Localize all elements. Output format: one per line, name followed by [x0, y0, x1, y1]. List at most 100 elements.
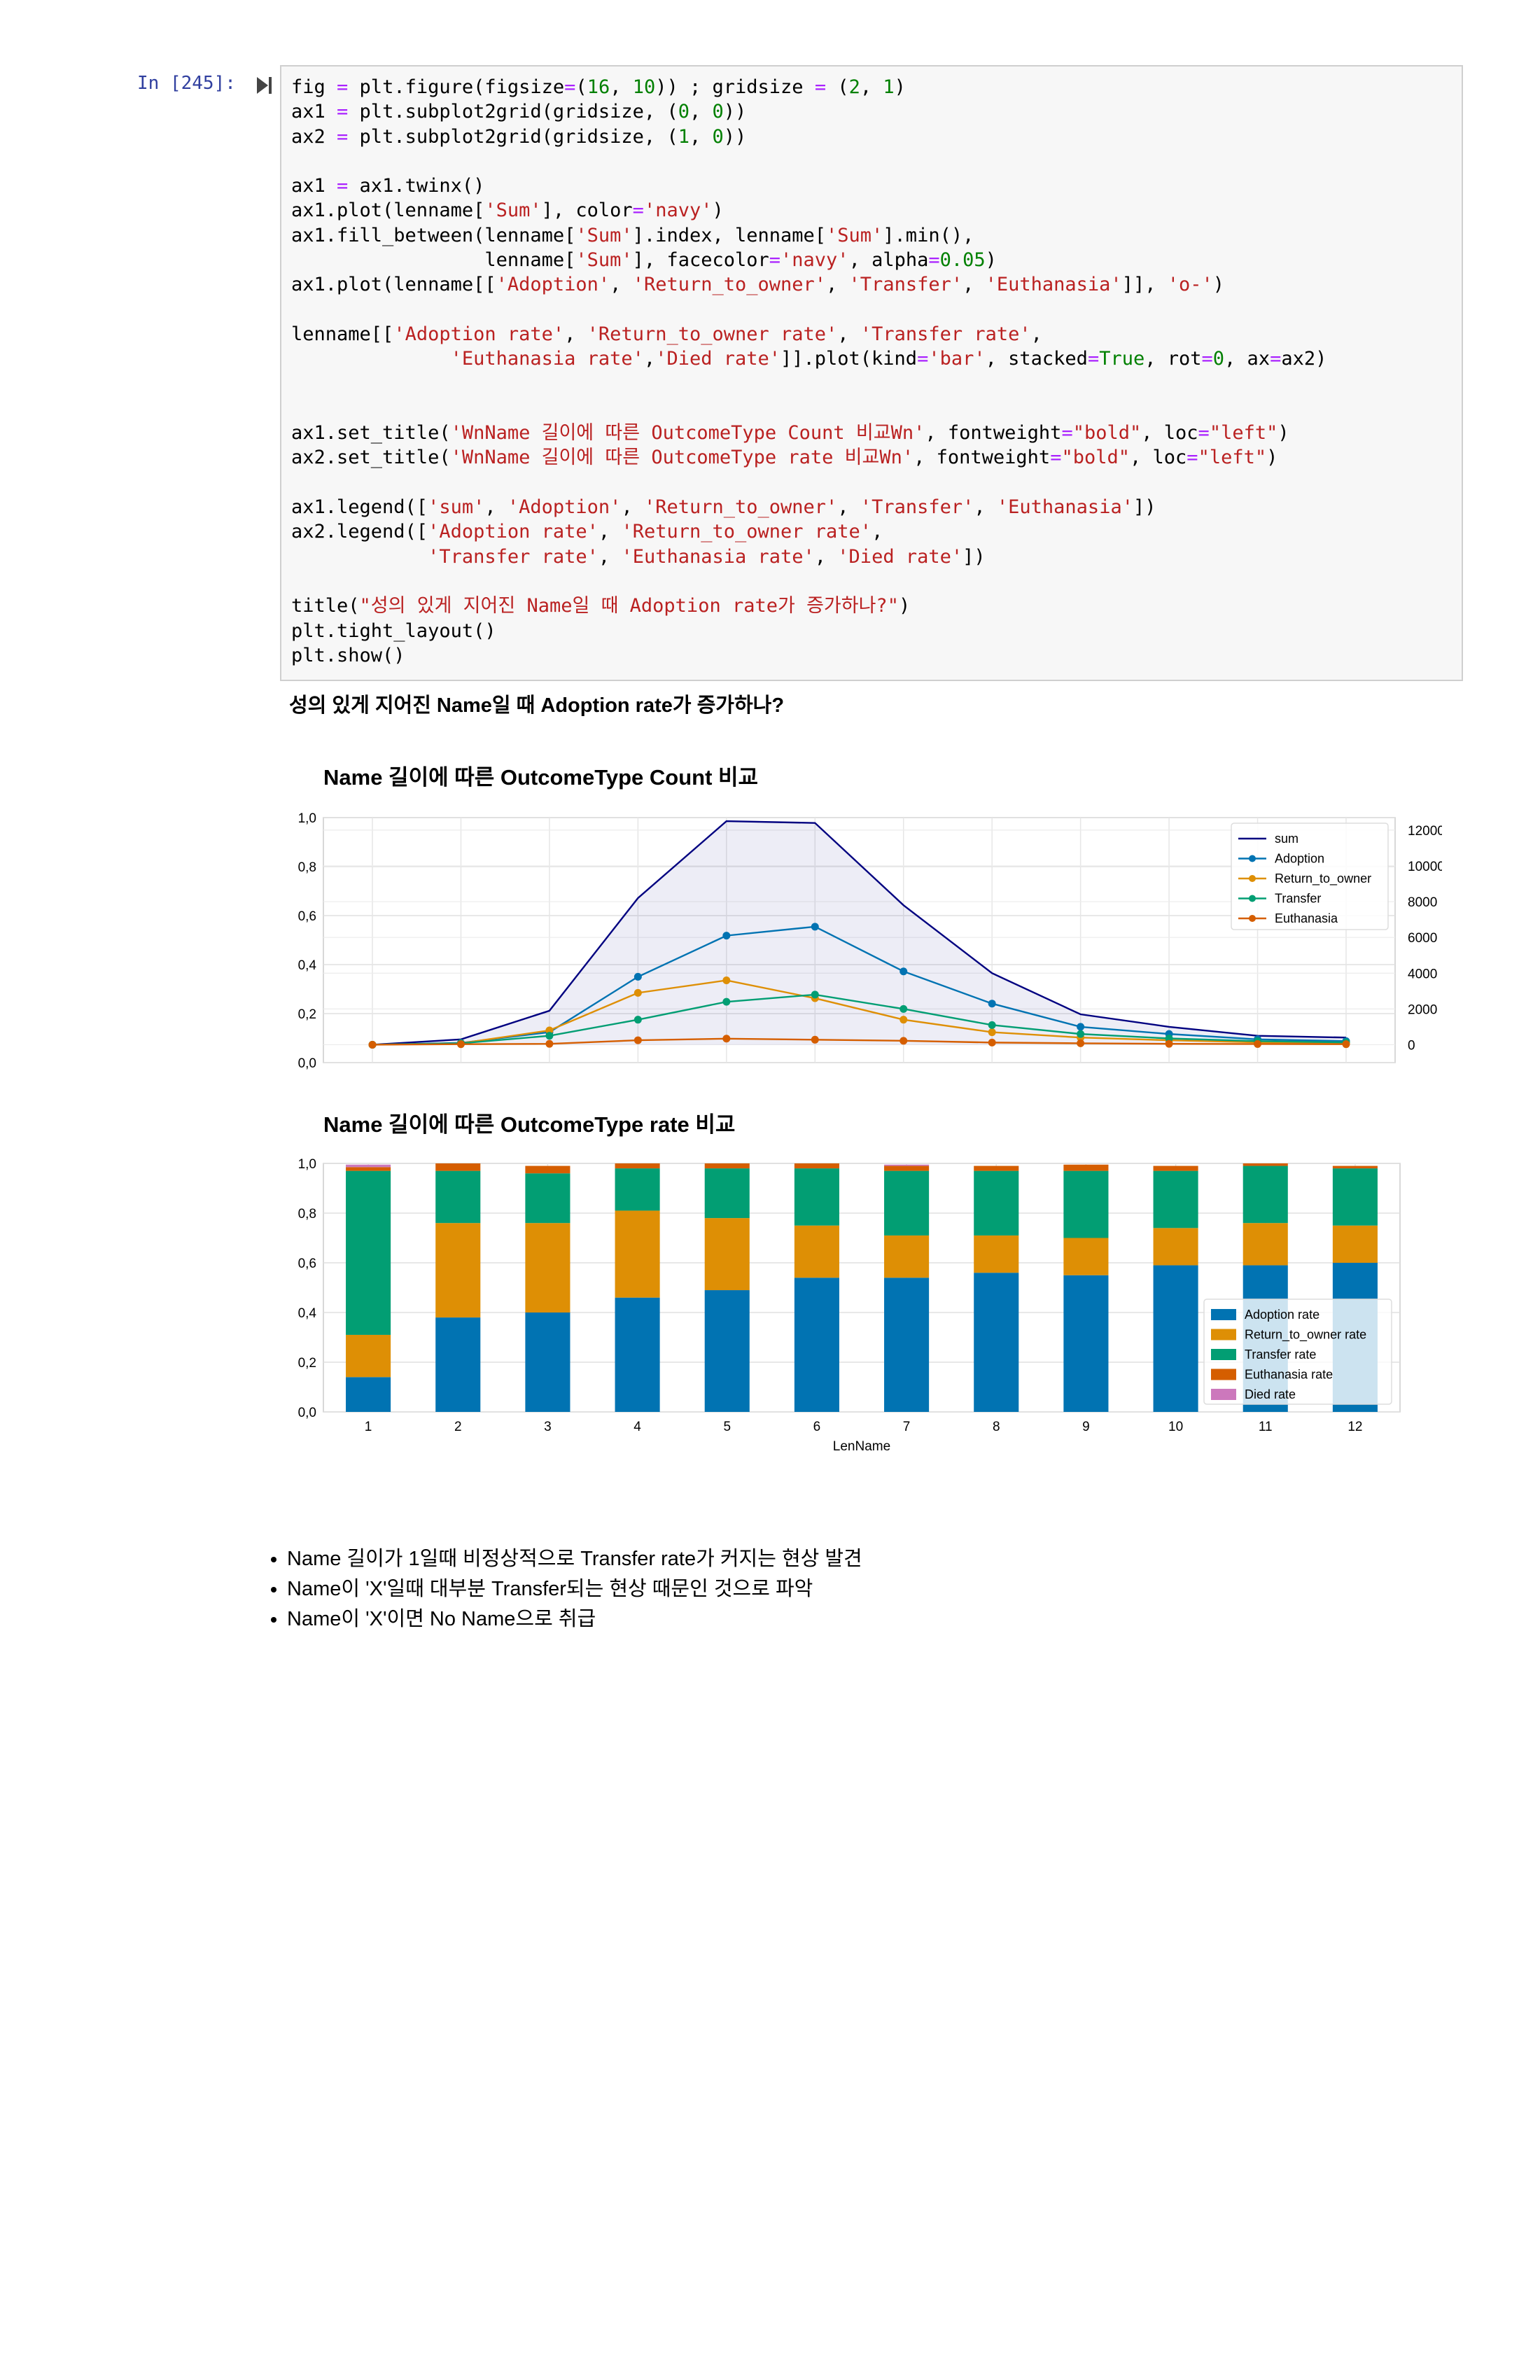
- chart2-bar-Transfer-rate: [794, 1168, 839, 1226]
- chart2-legend-label: Euthanasia rate: [1245, 1368, 1333, 1382]
- chart2-bar-Transfer-rate: [525, 1173, 570, 1224]
- chart1-right-tick: 8000: [1408, 895, 1437, 910]
- chart1-point-Adoption: [1077, 1023, 1085, 1031]
- chart1-left-tick: 0,2: [298, 1007, 316, 1022]
- chart1-point-Transfer: [1165, 1035, 1173, 1043]
- chart1-legend-label: Adoption: [1275, 852, 1324, 866]
- chart2-bar-Return_to_owner-rate: [1063, 1238, 1109, 1275]
- chart2-bar-Adoption-rate: [435, 1317, 481, 1412]
- chart2-bar-Euthanasia-rate: [704, 1163, 750, 1169]
- code-line: ax1.set_title('WnName 길이에 따른 OutcomeType…: [291, 422, 1289, 444]
- chart2-xlabel: LenName: [833, 1439, 890, 1454]
- chart2-legend-swatch: [1211, 1368, 1236, 1380]
- chart1-fill-sum: [372, 821, 1346, 1045]
- chart2-bar-Euthanasia-rate: [435, 1163, 481, 1171]
- chart1-point-Euthanasia: [1165, 1040, 1173, 1048]
- chart2-bar-Return_to_owner-rate: [525, 1223, 570, 1312]
- chart2-y-tick: 0,8: [298, 1207, 316, 1222]
- chart1-point-Adoption: [634, 972, 642, 981]
- code-line: 'Euthanasia rate','Died rate']].plot(kin…: [450, 348, 1327, 370]
- code-line: ax1.fill_between(lenname['Sum'].index, l…: [291, 224, 974, 246]
- chart2-bar-Euthanasia-rate: [346, 1167, 391, 1171]
- chart1-point-Return_to_owner: [634, 988, 642, 997]
- chart1-line-Transfer: [372, 993, 1347, 1046]
- chart2-x-tick: 2: [454, 1420, 462, 1434]
- chart1-point-Transfer: [545, 1032, 554, 1040]
- chart2-x-tick: 12: [1348, 1420, 1362, 1434]
- chart1-point-Euthanasia: [1077, 1039, 1085, 1047]
- chart2-x-tick: 5: [723, 1420, 731, 1434]
- chart2-x-tick: 1: [365, 1420, 372, 1434]
- note-item: Name 길이가 1일때 비정상적으로 Transfer rate가 커지는 현…: [287, 1544, 862, 1574]
- run-cell-icon[interactable]: [255, 76, 273, 95]
- chart2-bar-Return_to_owner-rate: [974, 1235, 1019, 1273]
- chart2-bar-Return_to_owner-rate: [704, 1218, 750, 1291]
- chart2-bar-Return_to_owner-rate: [435, 1223, 481, 1318]
- chart1-right-tick: 4000: [1408, 967, 1437, 981]
- chart2-bar-Adoption-rate: [974, 1273, 1019, 1412]
- chart2-bar-Transfer-rate: [974, 1170, 1019, 1236]
- code-line: title("성의 있게 지어진 Name일 때 Adoption rate가 …: [291, 595, 911, 617]
- chart1-left-tick: 0,8: [298, 860, 316, 875]
- chart2-bar-Euthanasia-rate: [794, 1163, 839, 1169]
- chart1-point-Euthanasia: [634, 1036, 642, 1044]
- chart2-bar-Transfer-rate: [1153, 1170, 1198, 1228]
- chart2-bar-Euthanasia-rate: [615, 1163, 660, 1169]
- chart2-legend-label: Return_to_owner rate: [1245, 1328, 1366, 1343]
- chart2-bar-Euthanasia-rate: [974, 1166, 1019, 1171]
- chart1-left-tick: 0,6: [298, 909, 316, 924]
- chart2-bar-Adoption-rate: [704, 1290, 750, 1412]
- chart1-point-Adoption: [811, 923, 819, 931]
- chart2-bar-Adoption-rate: [346, 1377, 391, 1412]
- chart1-point-Return_to_owner: [899, 1016, 908, 1024]
- chart1-point-Adoption: [988, 1000, 996, 1008]
- chart1-point-Return_to_owner: [722, 976, 731, 984]
- chart1-point-Transfer: [811, 990, 819, 999]
- chart1-point-Adoption: [722, 932, 731, 940]
- chart2-bar-Euthanasia-rate: [1063, 1164, 1109, 1171]
- chart2-bar-Adoption-rate: [1063, 1275, 1109, 1412]
- chart1-point-Transfer: [1077, 1030, 1085, 1038]
- chart1-line-sum: [372, 820, 1347, 1046]
- chart2-bar-Return_to_owner-rate: [1153, 1228, 1198, 1266]
- chart1-point-Euthanasia: [545, 1040, 554, 1048]
- output-figure: Name 길이에 따른 OutcomeType Count 비교 0,0 0,2 0,…: [298, 765, 1442, 1454]
- chart2-bar-Return_to_owner-rate: [1332, 1225, 1378, 1263]
- chart2-x-tick: 7: [903, 1420, 911, 1434]
- code-cell[interactable]: fig = plt.figure(figsize=(16, 10)) ; gri…: [280, 65, 1463, 681]
- chart2-bar-Died-rate: [884, 1164, 930, 1166]
- chart2-x-tick: 9: [1082, 1420, 1090, 1434]
- output-title: 성의 있게 지어진 Name일 때 Adoption rate가 증가하나?: [289, 694, 785, 717]
- chart1-right-tick: 0: [1408, 1038, 1415, 1053]
- chart1-point-Euthanasia: [368, 1040, 377, 1049]
- chart2-legend-swatch: [1211, 1329, 1236, 1340]
- chart1-legend-label: Transfer: [1275, 892, 1321, 906]
- note-item: Name이 'X'이면 No Name으로 취급: [287, 1604, 862, 1634]
- chart1-line-Euthanasia: [372, 1037, 1347, 1046]
- chart2-bar-Transfer-rate: [884, 1170, 930, 1236]
- chart1-point-Transfer: [722, 997, 731, 1006]
- chart2-y-tick: 0,4: [298, 1306, 317, 1321]
- chart2-legend-swatch: [1211, 1349, 1236, 1360]
- chart2-bar-Adoption-rate: [1153, 1265, 1198, 1412]
- chart1-legend-marker: [1249, 895, 1256, 902]
- chart2-bar-Return_to_owner-rate: [346, 1334, 391, 1378]
- chart2-bar-Return_to_owner-rate: [1242, 1223, 1288, 1266]
- chart2-bar-Adoption-rate: [615, 1297, 660, 1412]
- code-editor[interactable]: fig = plt.figure(figsize=(16, 10)) ; gri…: [291, 75, 1326, 668]
- chart1-point-Euthanasia: [1254, 1040, 1262, 1048]
- chart2-x-tick: 8: [993, 1420, 1000, 1434]
- chart1-plot-area: [323, 817, 1396, 1063]
- chart1-legend-label: Return_to_owner: [1275, 872, 1371, 886]
- chart1-point-Return_to_owner: [545, 1026, 554, 1035]
- code-line: ax1 = ax1.twinx(): [291, 175, 485, 197]
- code-line: 'Transfer rate', 'Euthanasia rate', 'Die…: [428, 545, 986, 568]
- chart2-bar-Return_to_owner-rate: [884, 1235, 930, 1278]
- chart1-right-tick: 12000: [1408, 824, 1442, 839]
- chart2-legend-swatch: [1211, 1309, 1236, 1320]
- chart2-bar-Transfer-rate: [1332, 1168, 1378, 1226]
- chart1-right-tick: 10000: [1408, 860, 1442, 874]
- chart2-y-tick: 0,6: [298, 1256, 316, 1271]
- chart2-legend: [1203, 1298, 1392, 1405]
- chart1-right-tick: 2000: [1408, 1002, 1437, 1017]
